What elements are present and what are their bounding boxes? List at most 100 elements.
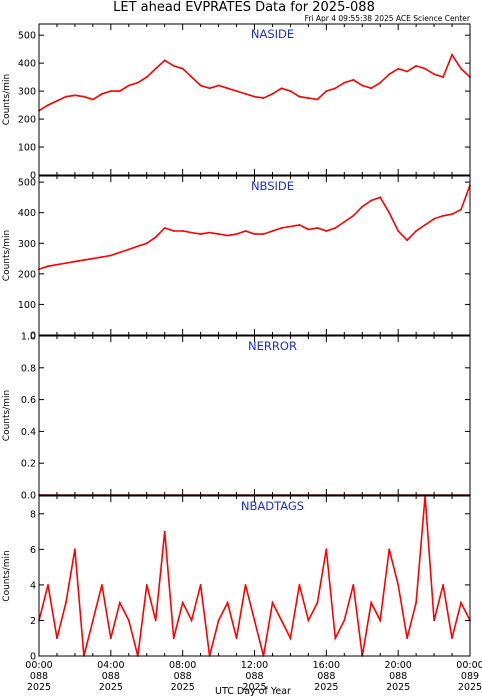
data-point — [442, 584, 444, 586]
data-point — [65, 95, 67, 98]
data-point — [74, 94, 76, 97]
data-point — [289, 225, 292, 228]
x-tick-label-time: 00:00 — [456, 660, 482, 671]
panel-title: NASIDE — [251, 27, 294, 41]
data-point — [47, 104, 49, 106]
data-point — [334, 637, 337, 640]
data-point — [316, 227, 319, 229]
data-point — [109, 254, 112, 257]
data-point — [253, 233, 256, 236]
data-point — [92, 619, 94, 622]
data-point — [172, 637, 175, 640]
data-point — [280, 619, 283, 622]
data-point — [172, 230, 175, 232]
panel-nerror: 0.0 0.2 0.4 0.6 0.8 1.0 NERROR Counts/min — [2, 332, 471, 502]
data-point — [460, 601, 462, 604]
data-point — [370, 199, 373, 202]
data-point — [181, 230, 184, 232]
panel-title: NERROR — [248, 339, 297, 353]
data-point — [118, 90, 121, 92]
y-tick-label: 400 — [18, 208, 36, 219]
data-point — [154, 236, 157, 239]
data-point — [307, 228, 310, 231]
generation-timestamp: Fri Apr 4 09:55:38 2025 ACE Science Cent… — [305, 14, 471, 23]
x-tick-label-doy: 088 — [174, 671, 192, 682]
x-tick-label-doy: 088 — [245, 671, 263, 682]
x-axis-title: UTC Day of Year — [215, 686, 291, 697]
data-point — [217, 619, 220, 622]
data-point — [388, 548, 391, 551]
data-point — [442, 214, 444, 217]
x-tick-label-year: 2025 — [458, 682, 482, 693]
data-point — [127, 248, 130, 251]
data-point — [433, 73, 435, 76]
data-point — [181, 67, 184, 70]
y-axis-label: Counts/min — [2, 230, 12, 281]
data-point — [190, 76, 193, 78]
data-point — [208, 231, 211, 234]
plot-frame — [38, 23, 471, 176]
y-tick-label: 6 — [30, 545, 36, 556]
x-tick-label-time: 12:00 — [241, 660, 268, 671]
data-point — [379, 196, 382, 199]
data-point — [379, 81, 382, 84]
data-point — [388, 211, 391, 214]
data-point — [307, 97, 310, 99]
data-point — [235, 233, 238, 236]
y-tick-label: 0 — [30, 652, 36, 663]
data-point — [154, 619, 157, 622]
y-tick-label: 300 — [18, 239, 36, 250]
data-point — [316, 98, 319, 101]
data-point — [334, 227, 337, 229]
data-point — [325, 548, 328, 551]
x-tick-label-doy: 089 — [461, 671, 479, 682]
data-point — [253, 95, 256, 98]
data-point — [388, 73, 391, 76]
data-point — [56, 637, 58, 640]
data-point — [118, 251, 121, 254]
data-point — [56, 100, 58, 102]
y-tick-label: 0.4 — [21, 427, 36, 438]
data-point — [397, 584, 400, 586]
data-point — [109, 637, 112, 640]
x-tick-label-time: 20:00 — [384, 660, 411, 671]
data-point — [244, 584, 247, 586]
data-point — [83, 259, 85, 261]
data-point — [271, 601, 274, 604]
panel-naside: 0 100 200 300 400 500 NASIDE Counts/min — [2, 23, 471, 182]
data-point — [127, 84, 130, 87]
y-tick-label: 100 — [18, 300, 36, 311]
data-point — [56, 263, 58, 266]
y-tick-label: 200 — [18, 115, 36, 126]
data-point — [101, 93, 103, 95]
data-point — [460, 208, 462, 211]
data-point — [343, 619, 346, 622]
data-point — [199, 584, 202, 586]
panel-title: NBSIDE — [251, 179, 294, 193]
y-tick-label: 0 — [30, 331, 36, 342]
data-point — [145, 76, 148, 78]
data-point — [298, 584, 301, 586]
x-tick-label-doy: 088 — [102, 671, 120, 682]
data-point — [370, 87, 373, 90]
data-point — [217, 233, 220, 236]
data-point — [65, 262, 67, 264]
y-axis-label: Counts/min — [2, 390, 12, 441]
data-point — [271, 93, 274, 95]
data-point — [289, 90, 292, 92]
data-point — [280, 227, 283, 229]
data-point — [226, 601, 229, 604]
plot-frame — [38, 175, 471, 336]
data-point — [181, 601, 184, 604]
x-tick-label-year: 2025 — [171, 682, 195, 693]
data-point — [199, 84, 202, 87]
data-point — [65, 601, 67, 604]
data-point — [361, 205, 364, 208]
x-tick-label-year: 2025 — [27, 682, 51, 693]
chart-title: LET ahead EVPRATES Data for 2025-088 — [113, 0, 375, 15]
